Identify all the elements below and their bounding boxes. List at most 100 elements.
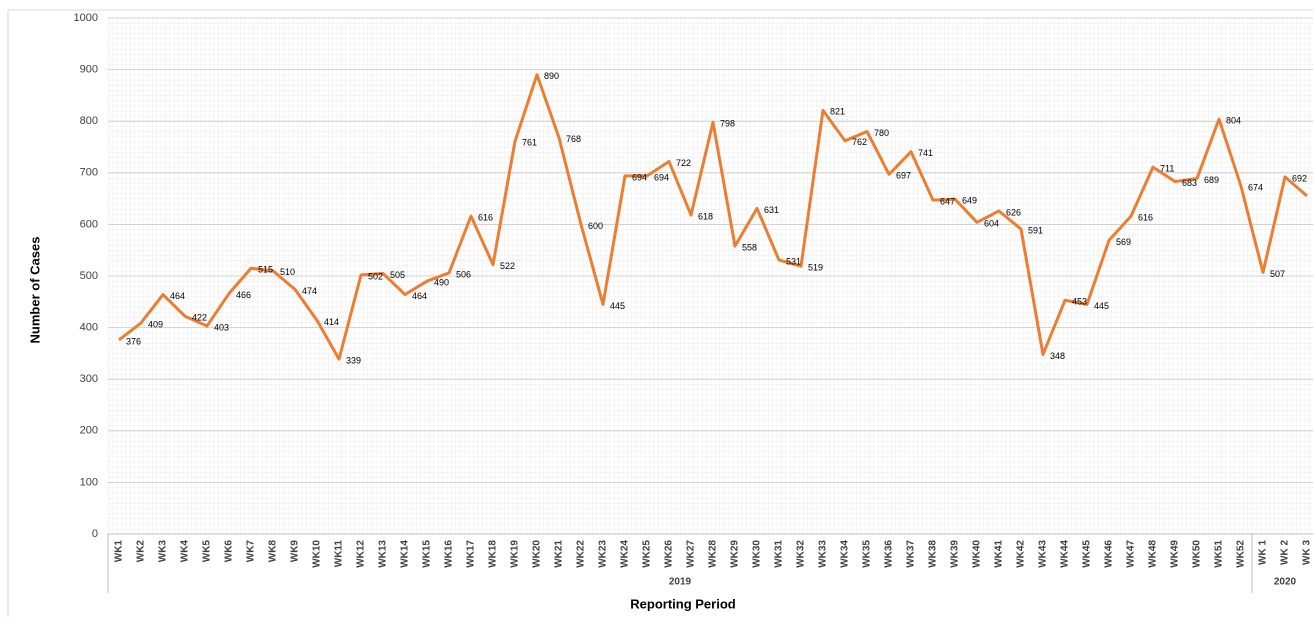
x-tick-label: WK38 (928, 540, 939, 568)
x-tick-label: WK28 (708, 540, 719, 568)
x-tick-label: WK1 (114, 540, 125, 563)
data-label: 761 (522, 138, 537, 148)
data-label: 506 (456, 269, 471, 279)
x-tick-label: WK42 (1016, 540, 1027, 568)
x-tick-label: WK 1 (1258, 540, 1269, 565)
data-label: 762 (852, 137, 867, 147)
data-label: 490 (434, 278, 449, 288)
x-tick-label: WK30 (752, 540, 763, 568)
x-tick-label: WK21 (554, 540, 565, 568)
x-tick-label: WK49 (1170, 540, 1181, 568)
data-label: 522 (500, 261, 515, 271)
x-tick-label: WK25 (642, 540, 653, 568)
data-label: 507 (1270, 269, 1285, 279)
x-tick-label: WK32 (796, 540, 807, 568)
data-label: 515 (258, 265, 273, 275)
data-label: 403 (214, 322, 229, 332)
x-tick-label: WK51 (1214, 540, 1225, 568)
data-label: 376 (126, 336, 141, 346)
group-label: 2020 (1274, 577, 1297, 588)
data-label: 694 (654, 172, 669, 182)
x-tick-label: WK27 (686, 540, 697, 568)
data-label: 414 (324, 317, 339, 327)
data-label: 466 (236, 290, 251, 300)
x-tick-label: WK8 (268, 540, 279, 563)
x-tick-label: WK26 (664, 540, 675, 568)
data-label: 618 (698, 211, 713, 221)
data-label: 821 (830, 107, 845, 117)
x-tick-label: WK7 (246, 540, 257, 563)
x-tick-label: WK6 (224, 540, 235, 563)
group-label: 2019 (669, 577, 692, 588)
x-tick-label: WK33 (818, 540, 829, 568)
data-label: 804 (1226, 116, 1241, 126)
data-label: 626 (1006, 207, 1021, 217)
x-tick-label: WK9 (290, 540, 301, 563)
y-tick-label: 400 (80, 322, 98, 334)
data-label: 348 (1050, 351, 1065, 361)
x-tick-label: WK20 (532, 540, 543, 568)
data-label: 697 (896, 171, 911, 181)
data-label: 711 (1160, 163, 1174, 173)
x-tick-label: WK35 (862, 540, 873, 568)
x-tick-label: WK39 (950, 540, 961, 568)
data-label: 502 (368, 271, 383, 281)
x-tick-label: WK44 (1060, 540, 1071, 568)
x-tick-label: WK29 (730, 540, 741, 568)
data-label: 464 (170, 291, 185, 301)
data-label: 409 (148, 319, 163, 329)
data-label: 474 (302, 286, 317, 296)
x-tick-label: WK52 (1236, 540, 1247, 568)
data-label: 683 (1182, 178, 1197, 188)
y-tick-label: 700 (80, 167, 98, 179)
x-tick-label: WK 3 (1302, 540, 1313, 565)
data-label: 558 (742, 242, 757, 252)
y-tick-label: 200 (80, 425, 98, 437)
data-label: 890 (544, 71, 559, 81)
x-tick-label: WK12 (356, 540, 367, 568)
x-tick-label: WK36 (884, 540, 895, 568)
data-label: 692 (1292, 173, 1307, 183)
x-tick-label: WK5 (202, 540, 213, 563)
data-label: 510 (280, 267, 295, 277)
x-tick-label: WK45 (1082, 540, 1093, 568)
x-tick-label: WK48 (1148, 540, 1159, 568)
data-label: 616 (478, 213, 493, 223)
x-axis-title: Reporting Period (630, 596, 736, 611)
x-tick-label: WK16 (444, 540, 455, 568)
data-label: 464 (412, 291, 427, 301)
data-label: 631 (764, 205, 779, 215)
y-tick-label: 1000 (74, 12, 98, 24)
data-label: 604 (984, 219, 999, 229)
data-label: 616 (1138, 213, 1153, 223)
x-tick-label: WK4 (180, 540, 191, 563)
data-label: 741 (918, 148, 933, 158)
data-label: 531 (786, 256, 801, 266)
x-tick-label: WK24 (620, 540, 631, 568)
data-label: 422 (192, 313, 207, 323)
data-label: 591 (1028, 225, 1043, 235)
y-tick-label: 900 (80, 64, 98, 76)
data-label: 519 (808, 263, 823, 273)
x-tick-label: WK22 (576, 540, 587, 568)
data-label: 647 (940, 197, 955, 207)
x-tick-label: WK47 (1126, 540, 1137, 568)
data-label: 780 (874, 128, 889, 138)
y-tick-label: 500 (80, 270, 98, 282)
x-tick-label: WK 2 (1280, 540, 1291, 565)
series-line (118, 73, 1308, 361)
x-tick-label: WK46 (1104, 540, 1115, 568)
data-label: 569 (1116, 237, 1131, 247)
data-label: 722 (676, 158, 691, 168)
data-label: 339 (346, 355, 361, 365)
x-tick-label: WK14 (400, 540, 411, 568)
data-label: 674 (1248, 183, 1263, 193)
data-label: 689 (1204, 175, 1219, 185)
x-tick-label: WK40 (972, 540, 983, 568)
x-tick-label: WK19 (510, 540, 521, 568)
data-label: 649 (962, 195, 977, 205)
y-tick-label: 300 (80, 373, 98, 385)
x-tick-label: WK18 (488, 540, 499, 568)
data-label: 694 (632, 172, 647, 182)
data-label: 798 (720, 119, 735, 129)
